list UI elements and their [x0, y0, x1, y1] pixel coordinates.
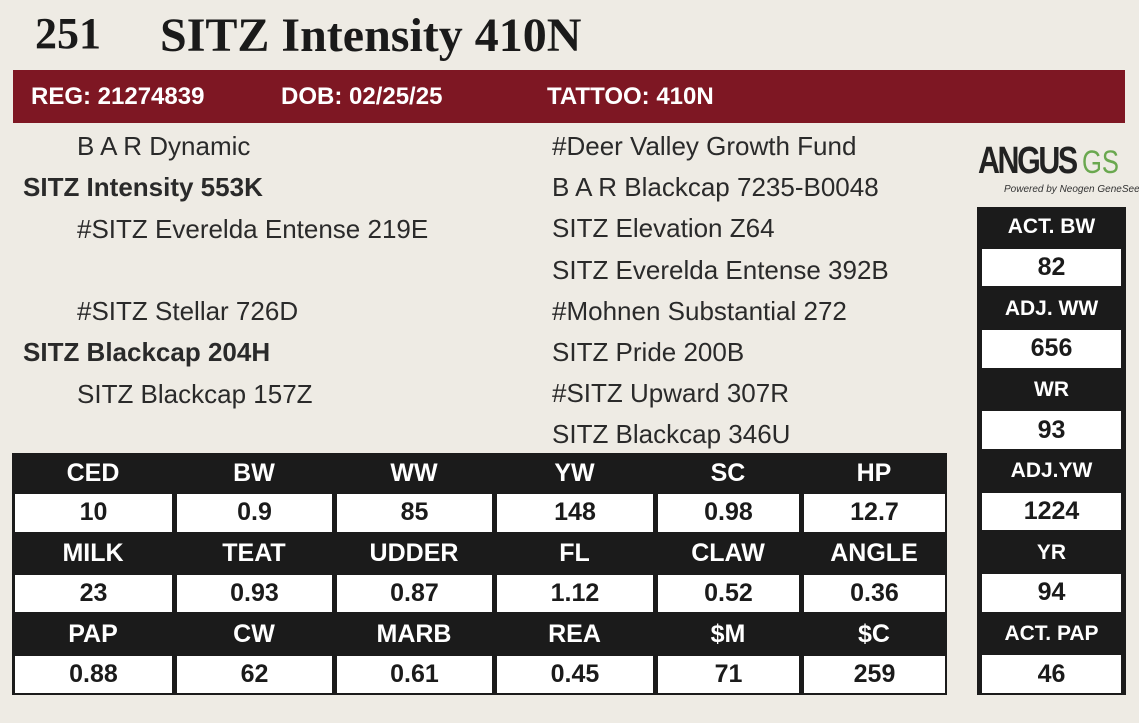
stat-label: ACT. PAP	[977, 613, 1126, 655]
epd-value: 1.12	[497, 575, 653, 613]
epd-header: $M	[655, 614, 801, 655]
epd-value: 259	[804, 655, 945, 693]
pedigree-dam: SITZ Blackcap 204H	[23, 337, 271, 367]
pedigree-entry: #SITZ Everelda Entense 219E	[77, 214, 429, 244]
epd-value: 71	[658, 655, 799, 693]
dob: DOB: 02/25/25	[281, 83, 443, 110]
epd-header: YW	[494, 453, 655, 494]
pedigree-entry: SITZ Blackcap 157Z	[77, 379, 313, 409]
epd-table: CED 10 BW 0.9 WW 85 YW 148 SC 0.98 HP 12.7 MILK 23 TEA…	[12, 453, 947, 695]
stat-value: 656	[982, 330, 1121, 368]
reg: REG: 21274839	[31, 83, 205, 110]
id-bar: REG: 21274839 DOB: 02/25/25 TATTOO: 410N	[13, 70, 1125, 123]
epd-value: 62	[177, 655, 332, 693]
epd-value: 0.61	[337, 655, 492, 693]
epd-header: HP	[801, 453, 947, 494]
epd-header: FL	[494, 533, 655, 574]
epd-value: 12.7	[804, 494, 945, 532]
epd-header: PAP	[12, 614, 174, 655]
epd-header: MILK	[12, 533, 174, 574]
stat-value: 82	[982, 248, 1121, 287]
logo-brand: ANGUS	[978, 140, 1078, 182]
logo-tagline: Powered by Neogen GeneSeek	[1004, 184, 1139, 195]
pedigree-great-grandparent: B A R Blackcap 7235-B0048	[552, 172, 879, 203]
pedigree-great-grandparent: SITZ Pride 200B	[552, 337, 745, 367]
epd-header: $C	[801, 614, 947, 655]
stat-value: 94	[982, 574, 1121, 612]
epd-header: ANGLE	[801, 533, 947, 574]
stat-value: 46	[982, 655, 1121, 693]
epd-header: BW	[174, 453, 334, 494]
epd-header: MARB	[334, 614, 494, 655]
epd-header: WW	[334, 453, 494, 494]
logo-suffix: GS	[1082, 144, 1119, 180]
pedigree-great-grandparent: #SITZ Upward 307R	[552, 378, 789, 409]
stat-label: WR	[977, 369, 1126, 411]
epd-header: CLAW	[655, 533, 801, 574]
epd-header: CW	[174, 614, 334, 655]
stat-label: YR	[977, 532, 1126, 573]
epd-value: 23	[15, 575, 172, 613]
lot-number: 251	[35, 9, 101, 58]
stat-label: ADJ.YW	[977, 451, 1126, 492]
animal-name: SITZ Intensity 410N	[160, 9, 582, 62]
pedigree-great-grandparent: SITZ Everelda Entense 392B	[552, 254, 889, 285]
epd-header: TEAT	[174, 533, 334, 574]
stat-value: 1224	[982, 492, 1121, 531]
epd-value: 0.93	[177, 575, 332, 613]
stat-label: ADJ. WW	[977, 288, 1126, 329]
logo: ANGUS GS Powered by Neogen GeneSeek	[978, 140, 1139, 200]
epd-header: CED	[12, 453, 174, 494]
epd-value: 0.98	[658, 494, 799, 532]
epd-value: 0.87	[337, 575, 492, 613]
epd-header: REA	[494, 614, 655, 655]
pedigree-sire: SITZ Intensity 553K	[23, 172, 263, 202]
pedigree-great-grandparent: SITZ Elevation Z64	[552, 213, 775, 244]
epd-value: 0.88	[15, 655, 172, 693]
pedigree-great-grandparent: SITZ Blackcap 346U	[552, 419, 791, 450]
stat-value: 93	[982, 411, 1121, 449]
stats-table: ACT. BW 82 ADJ. WW 656 WR 93 ADJ.YW 1224 YR 94 ACT…	[977, 207, 1126, 695]
stat-label: ACT. BW	[977, 207, 1126, 248]
epd-value: 148	[497, 494, 653, 532]
epd-value: 0.45	[497, 655, 653, 693]
pedigree-great-grandparent: #Deer Valley Growth Fund	[552, 131, 857, 161]
pedigree-entry: #SITZ Stellar 726D	[77, 296, 299, 326]
epd-value: 10	[15, 494, 172, 532]
epd-value: 85	[337, 494, 492, 532]
pedigree-entry: B A R Dynamic	[77, 131, 251, 161]
epd-value: 0.9	[177, 494, 332, 532]
epd-header: UDDER	[334, 533, 494, 574]
epd-value: 0.36	[804, 575, 945, 613]
tattoo: TATTOO: 410N	[547, 83, 714, 110]
epd-value: 0.52	[658, 575, 799, 613]
epd-header: SC	[655, 453, 801, 494]
pedigree-great-grandparent: #Mohnen Substantial 272	[552, 295, 847, 326]
